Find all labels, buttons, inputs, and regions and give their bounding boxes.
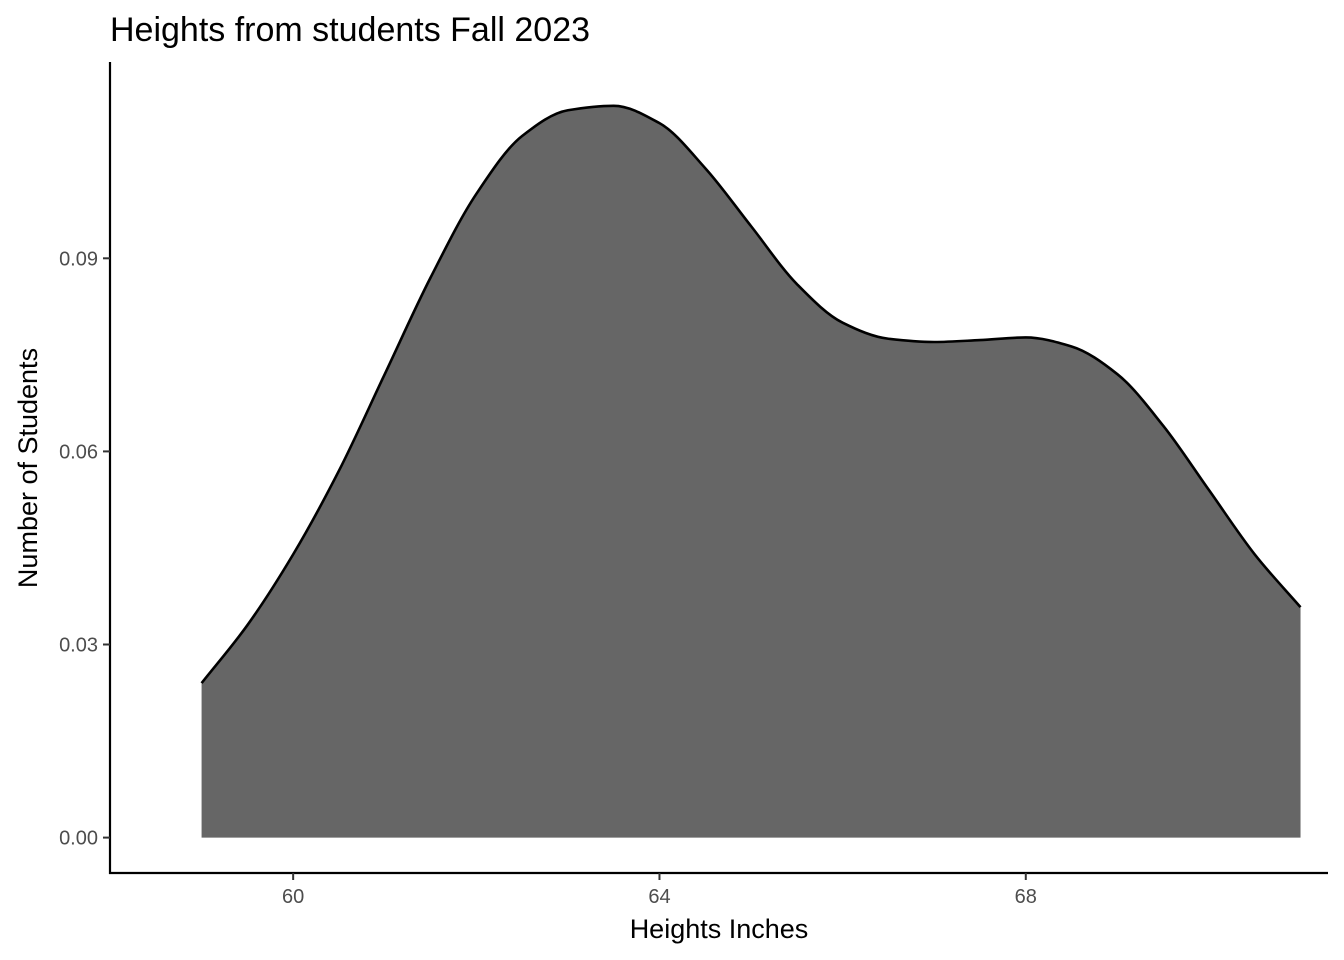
x-tick-label: 60 [282, 886, 304, 908]
plot-area [200, 104, 1302, 838]
y-tick-label: 0.03 [59, 635, 98, 657]
y-axis-title: Number of Students [13, 348, 43, 588]
y-tick-label: 0.06 [59, 441, 98, 463]
x-tick-label: 64 [648, 886, 670, 908]
y-tick-label: 0.00 [59, 828, 98, 850]
y-axis: 0.00 0.03 0.06 0.09 [59, 248, 110, 850]
x-axis-title: Heights Inches [630, 914, 809, 944]
chart-title: Heights from students Fall 2023 [110, 11, 590, 49]
x-axis: 60 64 68 [282, 873, 1037, 908]
y-tick-label: 0.09 [59, 248, 98, 270]
x-tick-label: 68 [1015, 886, 1037, 908]
density-area [201, 105, 1301, 838]
density-curve [200, 104, 1302, 684]
